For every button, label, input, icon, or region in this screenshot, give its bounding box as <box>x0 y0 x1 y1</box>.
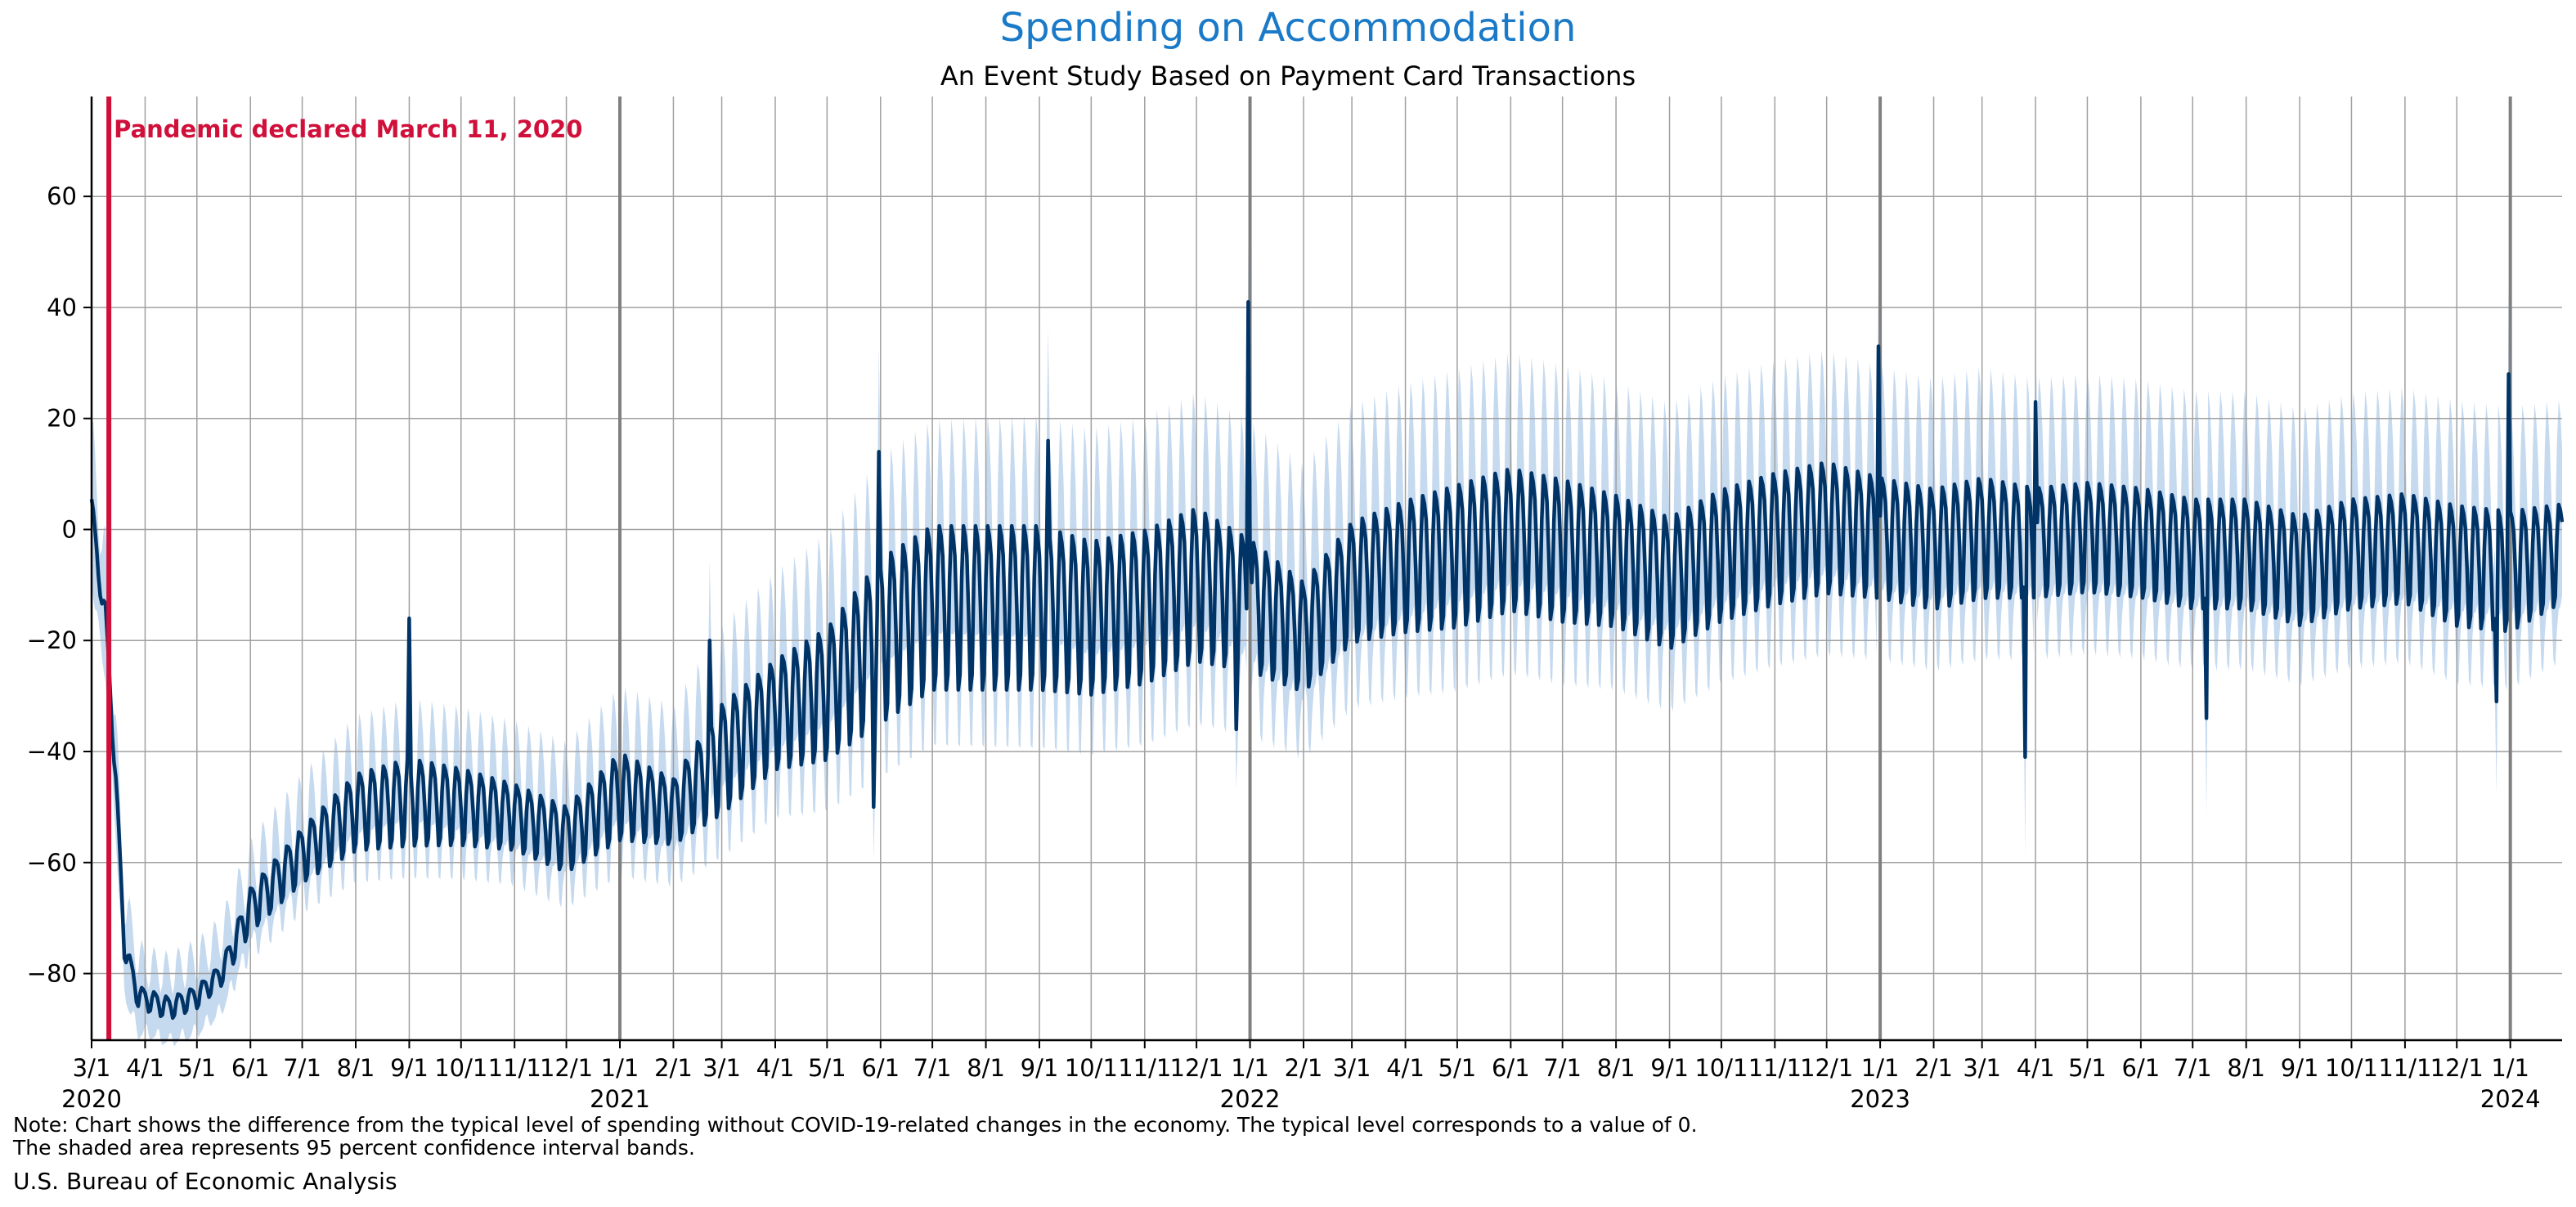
y-tick-label: −60 <box>27 849 77 877</box>
x-tick-label: 4/1 <box>756 1054 795 1082</box>
y-tick-label: 60 <box>47 182 77 210</box>
chart-note-line-2: The shaded area represents 95 percent co… <box>13 1136 695 1160</box>
x-tick-label: 4/1 <box>2017 1054 2055 1082</box>
x-tick-label: 10/1 <box>2325 1054 2378 1082</box>
x-tick-label: 4/1 <box>126 1054 164 1082</box>
x-tick-label: 2/1 <box>1914 1054 1953 1082</box>
y-tick-label: 0 <box>62 515 77 543</box>
x-tick-label: 6/1 <box>231 1054 270 1082</box>
x-tick-label: 5/1 <box>808 1054 846 1082</box>
estimate-line <box>89 299 2565 1021</box>
x-tick-label: 12/1 <box>1170 1054 1223 1082</box>
chart-subtitle: An Event Study Based on Payment Card Tra… <box>940 61 1636 92</box>
x-tick-label: 9/1 <box>1650 1054 1689 1082</box>
x-tick-label: 7/1 <box>913 1054 952 1082</box>
year-label: 2022 <box>1220 1085 1281 1113</box>
x-tick-label: 9/1 <box>2281 1054 2319 1082</box>
x-tick-label: 3/1 <box>1963 1054 2001 1082</box>
x-tick-label: 7/1 <box>1543 1054 1582 1082</box>
confidence-band-area <box>92 242 2562 1047</box>
y-tick-label: 40 <box>47 294 77 321</box>
x-tick-label: 3/1 <box>702 1054 741 1082</box>
x-tick-label: 1/1 <box>1861 1054 1900 1082</box>
x-tick-label: 6/1 <box>861 1054 900 1082</box>
x-tick-label: 3/1 <box>1333 1054 1371 1082</box>
x-tick-label: 11/1 <box>1118 1054 1171 1082</box>
x-tick-label: 7/1 <box>2174 1054 2212 1082</box>
y-tick-label: −20 <box>27 626 77 654</box>
confidence-band <box>92 242 2562 1047</box>
x-tick-label: 9/1 <box>1021 1054 1059 1082</box>
x-tick-label: 5/1 <box>1438 1054 1477 1082</box>
year-label: 2020 <box>61 1085 122 1113</box>
x-tick-label: 4/1 <box>1386 1054 1425 1082</box>
x-tick-label: 1/1 <box>2491 1054 2529 1082</box>
x-tick-label: 8/1 <box>337 1054 375 1082</box>
chart-title: Spending on Accommodation <box>999 5 1577 51</box>
x-tick-label: 11/1 <box>488 1054 541 1082</box>
x-tick-label: 11/1 <box>2378 1054 2431 1082</box>
y-tick-label: 20 <box>47 405 77 433</box>
x-tick-label: 8/1 <box>967 1054 1005 1082</box>
axes <box>83 96 2562 1048</box>
x-tick-label: 10/1 <box>1065 1054 1118 1082</box>
x-tick-label: 9/1 <box>390 1054 429 1082</box>
year-label: 2021 <box>590 1085 650 1113</box>
x-tick-label: 8/1 <box>2227 1054 2265 1082</box>
x-tick-label: 1/1 <box>1231 1054 1269 1082</box>
x-tick-label: 12/1 <box>540 1054 593 1082</box>
x-tick-label: 2/1 <box>654 1054 693 1082</box>
x-tick-label: 5/1 <box>177 1054 216 1082</box>
x-tick-label: 1/1 <box>601 1054 640 1082</box>
x-tick-label: 5/1 <box>2068 1054 2107 1082</box>
x-tick-label: 6/1 <box>2122 1054 2161 1082</box>
x-tick-label: 10/1 <box>434 1054 487 1082</box>
x-tick-label: 12/1 <box>2430 1054 2484 1082</box>
estimate-series-line <box>89 299 2565 1021</box>
x-tick-label: 6/1 <box>1492 1054 1530 1082</box>
year-label: 2024 <box>2480 1085 2541 1113</box>
x-tick-label: 3/1 <box>73 1054 111 1082</box>
x-tick-label: 11/1 <box>1748 1054 1802 1082</box>
x-tick-label: 10/1 <box>1694 1054 1748 1082</box>
y-tick-label: −80 <box>27 960 77 988</box>
pandemic-event-label: Pandemic declared March 11, 2020 <box>114 115 582 143</box>
x-tick-label: 8/1 <box>1597 1054 1636 1082</box>
year-label: 2023 <box>1850 1085 1910 1113</box>
source-credit: U.S. Bureau of Economic Analysis <box>13 1168 397 1195</box>
x-tick-label: 12/1 <box>1800 1054 1853 1082</box>
y-tick-label: −40 <box>27 738 77 765</box>
x-tick-label: 2/1 <box>1285 1054 1323 1082</box>
chart-note-line-1: Note: Chart shows the difference from th… <box>13 1113 1698 1137</box>
x-tick-label: 7/1 <box>283 1054 321 1082</box>
